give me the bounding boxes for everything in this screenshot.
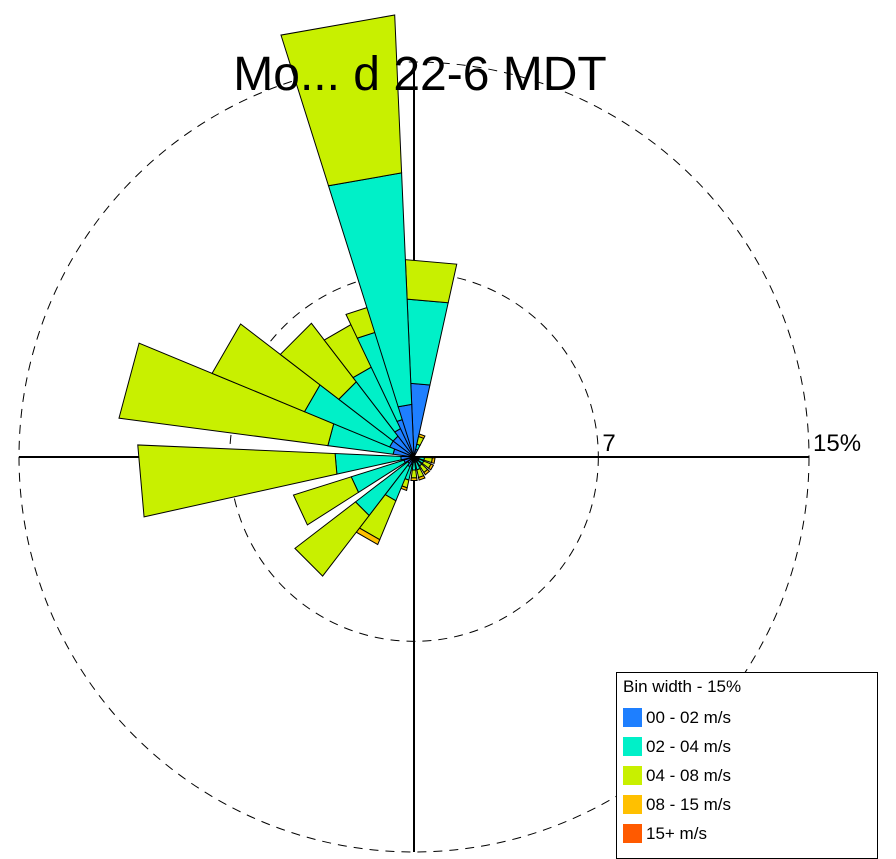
legend-swatch (623, 708, 642, 727)
ring-label-1: 15% (813, 430, 861, 457)
bar-dir245-bin2 (292, 476, 360, 526)
bar-dir180-bin2 (410, 469, 418, 479)
wind-bars (118, 14, 458, 577)
bar-dir180-bin3 (410, 477, 418, 481)
bar-dir5-bin2 (404, 259, 458, 304)
bar-dir285-bin2 (118, 342, 335, 447)
legend-swatch (623, 766, 642, 785)
bar-dir315-bin2 (279, 322, 357, 400)
legend-swatch (623, 737, 642, 756)
legend-label: 08 - 15 m/s (646, 794, 732, 814)
legend-item: 02 - 04 m/s (623, 732, 871, 761)
bar-dir160-bin3 (417, 475, 426, 481)
legend-item: 00 - 02 m/s (623, 703, 871, 732)
legend: Bin width - 15% 00 - 02 m/s 02 - 04 m/s 04… (616, 672, 878, 859)
bar-dir120-bin3 (427, 463, 435, 471)
legend-label: 02 - 04 m/s (646, 736, 732, 756)
legend-items: 00 - 02 m/s 02 - 04 m/s 04 - 08 m/s 08 - 15… (623, 703, 871, 848)
bar-dir300-bin2 (211, 323, 321, 413)
legend-label: 00 - 02 m/s (646, 707, 732, 727)
bar-dir350-bin2 (280, 14, 403, 187)
bar-dir225-bin2 (294, 501, 370, 577)
legend-swatch (623, 795, 642, 814)
legend-label: 04 - 08 m/s (646, 765, 732, 785)
bar-dir5-bin1 (406, 298, 449, 386)
bar-dir265-bin2 (137, 444, 338, 518)
legend-title: Bin width - 15% (623, 677, 742, 696)
bar-dir20-bin3 (417, 433, 426, 439)
ring-label-0: 7 (602, 430, 615, 457)
legend-swatch (623, 824, 642, 843)
bar-dir100-bin3 (431, 457, 436, 464)
ring-labels: 7 15% (602, 430, 861, 457)
bar-dir140-bin3 (423, 468, 431, 476)
legend-label: 15+ m/s (646, 823, 707, 843)
legend-item: 04 - 08 m/s (623, 761, 871, 790)
legend-item: 08 - 15 m/s (623, 790, 871, 819)
legend-item: 15+ m/s (623, 819, 871, 848)
chart-title: Mo... d 22-6 MDT (233, 48, 606, 101)
